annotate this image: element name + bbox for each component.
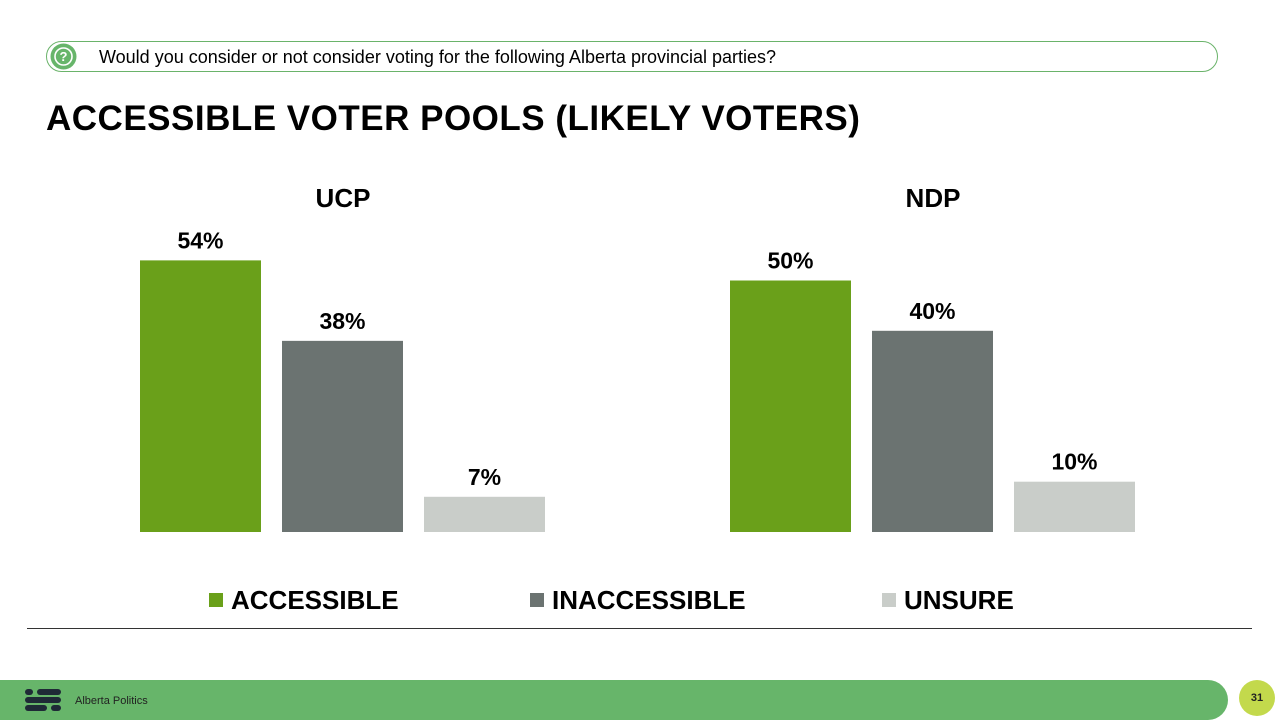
page-number: 31 xyxy=(1250,692,1264,704)
bar-ndp-unsure xyxy=(1014,481,1135,532)
legend-item-unsure: UNSURE xyxy=(882,584,1014,616)
bar-ucp-unsure xyxy=(424,496,545,532)
legend-item-inaccessible: INACCESSIBLE xyxy=(530,584,746,616)
data-label-ucp-accessible: 54% xyxy=(177,227,223,253)
abacus-logo-icon xyxy=(25,689,61,711)
bar-ndp-inaccessible xyxy=(872,330,993,532)
legend-item-accessible: ACCESSIBLE xyxy=(209,584,399,616)
footer-brand: Alberta Politics xyxy=(75,695,148,707)
legend-label-inaccessible: INACCESSIBLE xyxy=(552,585,746,615)
data-label-ndp-unsure: 10% xyxy=(1051,449,1097,475)
bar-ucp-accessible xyxy=(140,260,261,532)
page-title: ACCESSIBLE VOTER POOLS (LIKELY VOTERS) xyxy=(46,99,861,138)
chart-title-ndp: NDP xyxy=(906,183,961,213)
legend-swatch-inaccessible xyxy=(530,593,544,607)
bar-charts: UCP 54% 38% 7% NDP 50% 40% 10% xyxy=(140,183,1135,532)
data-label-ucp-unsure: 7% xyxy=(468,464,501,490)
chart-title-ucp: UCP xyxy=(316,183,371,213)
bar-ucp-inaccessible xyxy=(282,340,403,532)
data-label-ucp-inaccessible: 38% xyxy=(319,308,365,334)
divider xyxy=(27,628,1252,629)
legend-label-unsure: UNSURE xyxy=(904,585,1014,615)
question-text: Would you consider or not consider votin… xyxy=(99,47,777,67)
question-banner: ? Would you consider or not consider vot… xyxy=(46,41,1218,72)
footer-band xyxy=(0,680,1228,720)
data-label-ndp-accessible: 50% xyxy=(767,248,813,274)
svg-text:?: ? xyxy=(60,49,68,64)
legend-swatch-accessible xyxy=(209,593,223,607)
bar-ndp-accessible xyxy=(730,280,851,532)
legend-label-accessible: ACCESSIBLE xyxy=(231,585,399,615)
page-number-badge: 31 xyxy=(1239,680,1275,716)
data-label-ndp-inaccessible: 40% xyxy=(909,298,955,324)
question-icon: ? xyxy=(50,43,77,70)
legend-swatch-unsure xyxy=(882,593,896,607)
